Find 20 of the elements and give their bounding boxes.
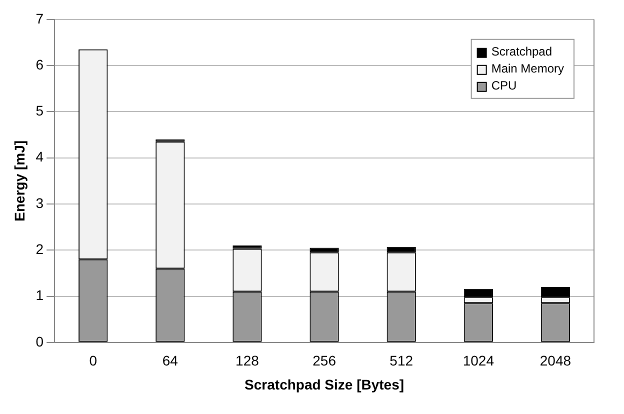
y-tick-label: 4 bbox=[36, 148, 44, 165]
legend-label: CPU bbox=[491, 78, 517, 93]
x-tick-label: 256 bbox=[312, 352, 336, 369]
y-tick-label: 6 bbox=[36, 56, 44, 72]
y-tick-label: 1 bbox=[36, 287, 44, 304]
x-axis-title: Scratchpad Size [Bytes] bbox=[244, 376, 404, 392]
x-tick-label: 512 bbox=[390, 352, 414, 369]
x-tick-label: 64 bbox=[162, 352, 178, 369]
y-tick-label: 3 bbox=[36, 194, 44, 211]
x-tick-label: 2048 bbox=[540, 352, 572, 369]
y-axis-title: Energy [mJ] bbox=[11, 140, 28, 222]
y-tick-label: 0 bbox=[36, 333, 44, 350]
x-tick-label: 0 bbox=[89, 352, 98, 369]
y-tick-label: 5 bbox=[36, 102, 44, 119]
legend-label: Scratchpad bbox=[491, 44, 552, 59]
x-tick-label: 128 bbox=[236, 352, 260, 369]
y-tick-label: 2 bbox=[36, 240, 44, 257]
legend-label: Main Memory bbox=[491, 62, 564, 76]
x-tick-label: 1024 bbox=[462, 352, 494, 369]
y-tick-label: 7 bbox=[36, 10, 44, 26]
